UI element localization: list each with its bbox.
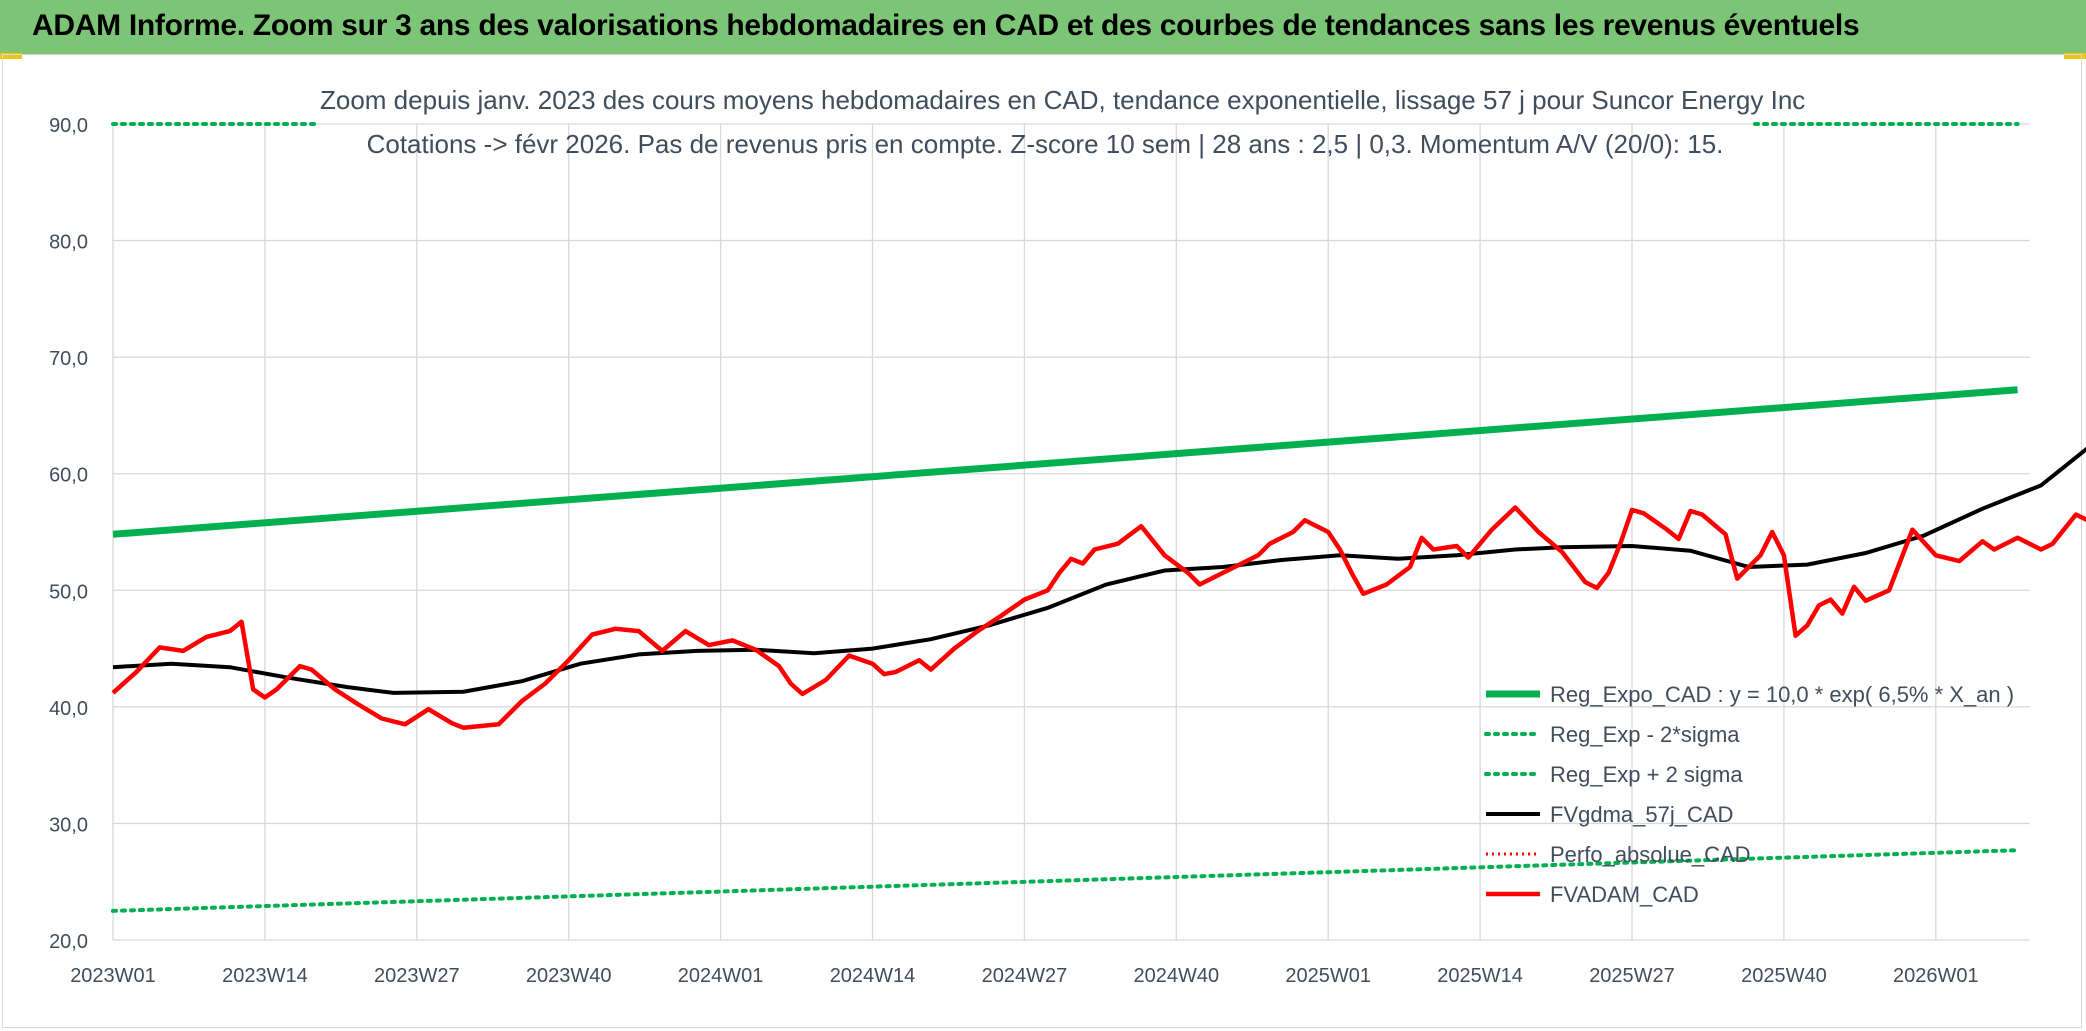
x-tick-label: 2023W27 xyxy=(374,965,460,987)
chart-title-line2: Cotations -> févr 2026. Pas de revenus p… xyxy=(366,129,1724,159)
y-axis-ticks: 20,0 30,0 40,0 50,0 60,0 70,0 80,0 90,0 xyxy=(49,115,88,953)
y-tick-label: 30,0 xyxy=(49,814,88,836)
x-tick-label: 2026W01 xyxy=(1893,965,1979,987)
x-tick-label: 2024W40 xyxy=(1133,965,1219,987)
header-banner: ADAM Informe. Zoom sur 3 ans des valoris… xyxy=(0,0,2086,54)
legend-label: Perfo_absolue_CAD xyxy=(1550,842,1751,867)
series-line xyxy=(111,848,2020,913)
legend: Reg_Expo_CAD : y = 10,0 * exp( 6,5% * X_… xyxy=(1484,682,2014,907)
chart-title-line1: Zoom depuis janv. 2023 des cours moyens … xyxy=(320,85,1806,115)
x-tick-label: 2024W27 xyxy=(982,965,1068,987)
legend-label: FVADAM_CAD xyxy=(1550,882,1699,907)
x-tick-label: 2024W01 xyxy=(678,965,764,987)
y-tick-label: 50,0 xyxy=(49,581,88,603)
series-lines xyxy=(111,122,2086,913)
x-axis-ticks: 2023W01 2023W14 2023W27 2023W40 2024W01 2024W… xyxy=(70,965,1978,987)
x-tick-label: 2024W14 xyxy=(830,965,916,987)
y-tick-label: 20,0 xyxy=(49,931,88,953)
y-tick-label: 40,0 xyxy=(49,698,88,720)
y-tick-label: 80,0 xyxy=(49,232,88,254)
report-title: ADAM Informe. Zoom sur 3 ans des valoris… xyxy=(32,9,1860,42)
y-tick-label: 70,0 xyxy=(49,348,88,370)
series-line xyxy=(111,505,2086,731)
y-tick-label: 60,0 xyxy=(49,465,88,487)
series-line xyxy=(112,386,2018,538)
x-tick-label: 2025W27 xyxy=(1589,965,1675,987)
legend-label: Reg_Exp - 2*sigma xyxy=(1550,722,1740,747)
x-tick-label: 2025W01 xyxy=(1285,965,1371,987)
corner-accent xyxy=(2064,53,2086,59)
grid-lines xyxy=(112,123,2030,941)
x-tick-label: 2023W14 xyxy=(222,965,308,987)
x-tick-label: 2023W01 xyxy=(70,965,156,987)
legend-label: Reg_Expo_CAD : y = 10,0 * exp( 6,5% * X_… xyxy=(1550,682,2014,707)
x-tick-label: 2025W14 xyxy=(1437,965,1523,987)
y-tick-label: 90,0 xyxy=(49,115,88,137)
x-tick-label: 2023W40 xyxy=(526,965,612,987)
chart-frame xyxy=(2,54,2082,1028)
corner-accent xyxy=(0,53,22,59)
series-line xyxy=(112,446,2086,695)
legend-label: FVgdma_57j_CAD xyxy=(1550,802,1733,827)
legend-label: Reg_Exp + 2 sigma xyxy=(1550,762,1743,787)
x-tick-label: 2025W40 xyxy=(1741,965,1827,987)
